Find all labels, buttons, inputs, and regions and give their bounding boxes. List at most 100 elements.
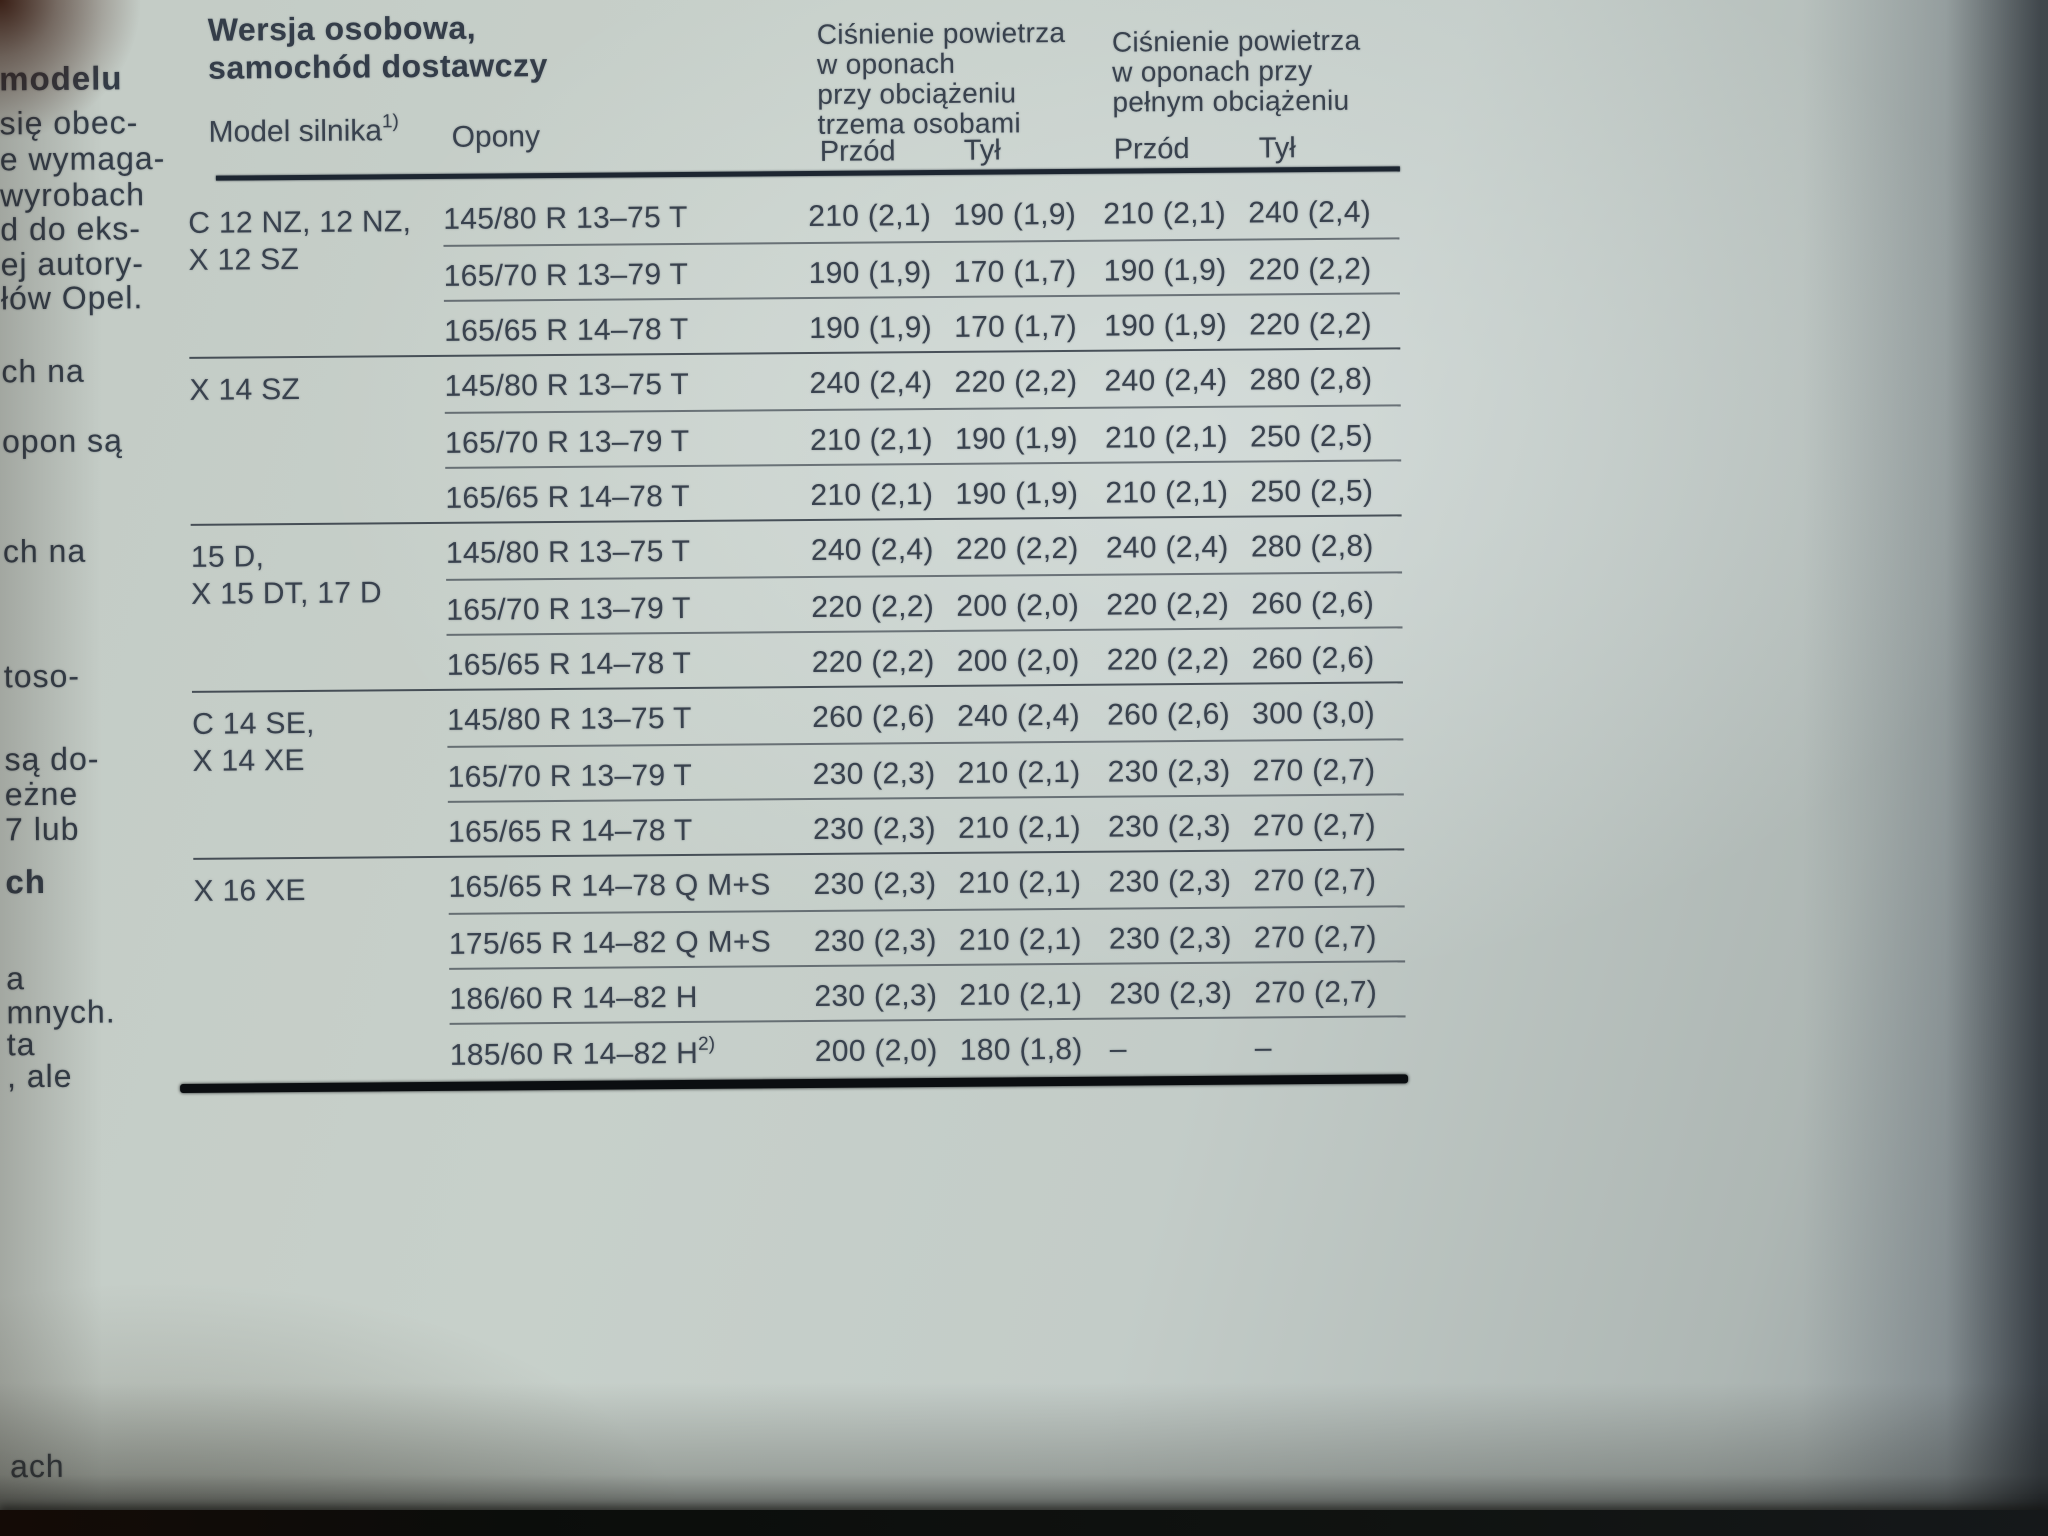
table-top-rule (215, 166, 1400, 181)
front-3persons-cell: 240 (2,4) (809, 366, 933, 400)
table-row: 165/65 R 14–78 T 190 (1,9) 170 (1,7) 190 (1… (443, 292, 1401, 355)
margin-text-fragment: 7 lub (4, 810, 80, 848)
engine-model-line: X 14 XE (192, 743, 305, 778)
table-title-line1: Wersja osobowa, (207, 9, 477, 48)
front-3persons-cell: 190 (1,9) (808, 256, 932, 290)
margin-text-fragment: opon są (1, 422, 124, 460)
column-group-pressure-full-load: Ciśnienie powietrza w oponach przy pełny… (1111, 24, 1361, 118)
engine-section: C 12 NZ, 12 NZ, X 12 SZ 145/80 R 13–75 T 21… (188, 182, 1401, 357)
front-3persons-cell: 210 (2,1) (808, 199, 932, 234)
front-3persons-cell: 200 (2,0) (814, 1034, 938, 1068)
front-fullload-cell: 210 (2,1) (1103, 196, 1227, 231)
front-fullload-cell: 210 (2,1) (1105, 475, 1229, 510)
table-row: 185/60 R 14–82 H2) 200 (2,0) 180 (1,8) – – (449, 1015, 1406, 1078)
rear-fullload-cell: 300 (3,0) (1252, 696, 1376, 731)
table-row: 165/70 R 13–79 T 190 (1,9) 170 (1,7) 190 (1… (443, 237, 1400, 300)
rear-3persons-cell: 220 (2,2) (955, 531, 1079, 566)
margin-text-fragment: eżne (4, 775, 79, 813)
front-fullload-cell: 230 (2,3) (1108, 864, 1232, 899)
rear-3persons-cell: 210 (2,1) (959, 977, 1083, 1012)
front-3persons-cell: 230 (2,3) (813, 867, 937, 901)
margin-text-fragment: a (6, 960, 26, 997)
engine-section: 15 D, X 15 DT, 17 D 145/80 R 13–75 T 240 (2… (190, 514, 1403, 691)
margin-text-fragment: łów Opel. (0, 279, 144, 317)
front-fullload-cell: 240 (2,4) (1104, 363, 1228, 398)
rear-fullload-cell: 280 (2,8) (1250, 529, 1374, 564)
section-rows: 145/80 R 13–75 T 210 (2,1) 190 (1,9) 210 (2… (443, 182, 1401, 355)
rear-fullload-cell: 280 (2,8) (1249, 362, 1373, 397)
front-fullload-cell: 220 (2,2) (1106, 587, 1230, 622)
rear-fullload-cell: 240 (2,4) (1248, 195, 1372, 230)
group1-line: Ciśnienie powietrza (816, 16, 1066, 50)
tire-size-cell: 165/70 R 13–79 T (446, 591, 691, 627)
engine-model-line: X 15 DT, 17 D (191, 576, 382, 611)
engine-section: C 14 SE, X 14 XE 145/80 R 13–75 T 260 (2,6)… (191, 681, 1405, 858)
subheader-rear-3persons: Tył (963, 134, 1001, 167)
table-title: Wersja osobowa, samochód dostawczy (208, 8, 548, 87)
rear-3persons-cell: 210 (2,1) (957, 755, 1081, 790)
tire-size-cell: 185/60 R 14–82 H2) (449, 1033, 716, 1072)
margin-text-fragment: ej autory- (0, 245, 145, 283)
margin-text-fragment: ach (9, 1447, 65, 1485)
margin-text-fragment: , ale (6, 1057, 73, 1095)
table-row: 165/70 R 13–79 T 220 (2,2) 200 (2,0) 220 (2… (446, 571, 1403, 634)
tire-size-cell: 165/65 R 14–78 T (447, 813, 693, 849)
engine-model-cell: C 12 NZ, 12 NZ, X 12 SZ (188, 190, 444, 357)
tire-size-cell: 186/60 R 14–82 H (449, 980, 698, 1016)
front-3persons-cell: 240 (2,4) (810, 533, 934, 567)
front-fullload-cell: 220 (2,2) (1106, 642, 1230, 677)
table-row: 165/65 R 14–78 T 230 (2,3) 210 (2,1) 230 (2… (447, 793, 1405, 856)
rear-3persons-cell: 190 (1,9) (954, 421, 1078, 456)
subheader-front-3persons: Przód (819, 135, 896, 168)
front-3persons-cell: 230 (2,3) (813, 924, 937, 958)
engine-model-line: 15 D, (190, 540, 265, 574)
group1-line: przy obciążeniu (817, 77, 1017, 110)
rear-3persons-cell: 190 (1,9) (955, 476, 1079, 511)
table-row: 165/70 R 13–79 T 210 (2,1) 190 (1,9) 210 (2… (444, 404, 1402, 467)
rear-3persons-cell: 200 (2,0) (956, 643, 1080, 678)
tire-pressure-table: C 12 NZ, 12 NZ, X 12 SZ 145/80 R 13–75 T 21… (188, 182, 1406, 1080)
rear-3persons-cell: 220 (2,2) (954, 364, 1078, 399)
front-3persons-cell: 230 (2,3) (814, 979, 938, 1013)
table-row: 145/80 R 13–75 T 240 (2,4) 220 (2,2) 240 (2… (446, 516, 1402, 579)
rear-fullload-cell: 260 (2,6) (1251, 586, 1375, 621)
engine-model-cell: X 16 XE (193, 858, 450, 1080)
table-row: 165/65 R 14–78 T 220 (2,2) 200 (2,0) 220 (2… (446, 626, 1403, 689)
rear-fullload-cell: 270 (2,7) (1252, 753, 1376, 788)
front-3persons-cell: 230 (2,3) (812, 812, 936, 846)
engine-model-line: X 16 XE (193, 873, 306, 908)
table-row: 165/65 R 14–78 Q M+S 230 (2,3) 210 (2,1) 23… (448, 850, 1404, 913)
margin-text-fragment: toso- (3, 657, 81, 695)
rear-3persons-cell: 210 (2,1) (957, 810, 1081, 845)
rear-3persons-cell: 190 (1,9) (953, 197, 1077, 232)
engine-model-line: C 14 SE, (192, 706, 315, 741)
margin-text-fragment: ch (5, 863, 47, 901)
margin-text-fragment: się obec- (0, 104, 139, 142)
rear-3persons-cell: 170 (1,7) (953, 254, 1077, 289)
table-row: 145/80 R 13–75 T 210 (2,1) 190 (1,9) 210 (2… (443, 182, 1399, 245)
margin-text-fragment: ch na (2, 532, 87, 570)
rear-fullload-cell: – (1254, 1031, 1272, 1065)
tire-size-cell: 165/70 R 13–79 T (447, 758, 693, 794)
footnote-marker-1: 1) (381, 111, 399, 133)
margin-text-fragment: są do- (4, 740, 100, 778)
group2-line: Ciśnienie powietrza (1111, 24, 1361, 58)
column-group-pressure-three-persons: Ciśnienie powietrza w oponach przy obcią… (816, 16, 1066, 140)
rear-fullload-cell: 220 (2,2) (1248, 252, 1372, 287)
rear-fullload-cell: 270 (2,7) (1254, 975, 1378, 1010)
tire-size-cell: 165/70 R 13–79 T (443, 257, 689, 293)
section-rows: 145/80 R 13–75 T 240 (2,4) 220 (2,2) 240 (2… (444, 349, 1402, 522)
column-header-engine-model: Model silnika1) (208, 111, 399, 149)
section-rows: 145/80 R 13–75 T 240 (2,4) 220 (2,2) 240 (2… (446, 516, 1403, 689)
front-3persons-cell: 220 (2,2) (811, 645, 935, 679)
front-fullload-cell: – (1109, 1032, 1127, 1066)
table-row: 165/70 R 13–79 T 230 (2,3) 210 (2,1) 230 (2… (447, 738, 1404, 801)
tire-size-cell: 145/80 R 13–75 T (445, 534, 691, 570)
column-header-tires: Opony (451, 120, 541, 154)
table-title-line2: samochód dostawczy (207, 47, 548, 86)
subheader-front-fullload: Przód (1113, 133, 1190, 166)
tire-size-cell: 145/80 R 13–75 T (447, 701, 692, 737)
front-fullload-cell: 210 (2,1) (1104, 420, 1228, 455)
